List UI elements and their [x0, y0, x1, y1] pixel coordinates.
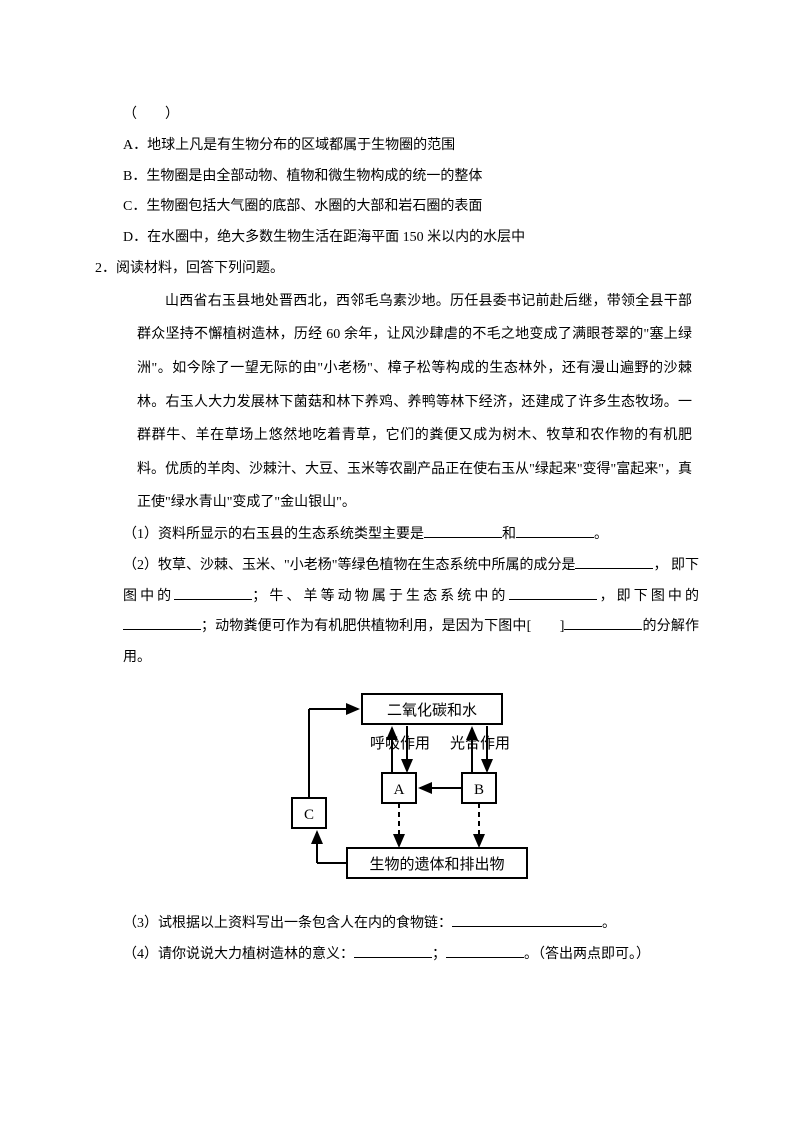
q2-sub3-b: 。	[602, 916, 616, 931]
blank[interactable]	[509, 584, 597, 599]
q1-stem: （ ）	[95, 100, 699, 131]
q2-sub1: （1）资料所显示的右玉县的生态系统类型主要是 和 。	[95, 520, 699, 551]
q2-sub3-a: （3）试根据以上资料写出一条包含人在内的食物链：	[123, 916, 452, 931]
q2-diagram: 二氧化碳和水 A B C 生物的遗体和排出物 呼吸作用 光合作用	[95, 688, 699, 901]
q2-sub1-a: （1）资料所显示的右玉县的生态系统类型主要是	[123, 527, 424, 542]
q2-sub4: （4）请你说说大力植树造林的意义： ； 。（答出两点即可。）	[95, 940, 699, 971]
q2-sub2: （2）牧草、沙棘、玉米、"小老杨"等绿色植物在生态系统中所属的成分是， 即下图中…	[95, 551, 699, 674]
blank[interactable]	[564, 615, 642, 630]
q1-option-b: B．生物圈是由全部动物、植物和微生物构成的统一的整体	[95, 162, 699, 193]
q2-passage: 山西省右玉县地处晋西北，西邻毛乌素沙地。历任县委书记前赴后继，带领全县干部群众坚…	[95, 285, 699, 520]
svg-text:B: B	[474, 782, 484, 798]
q2-sub2-f: ；动物粪便可作为有机肥供植物利用，是因为下图中[ ]	[201, 619, 564, 634]
q2-sub1-b: 和	[502, 527, 516, 542]
svg-text:光合作用: 光合作用	[450, 735, 510, 752]
q1-option-d: D．在水圈中，绝大多数生物生活在距海平面 150 米以内的水层中	[95, 223, 699, 254]
svg-text:C: C	[304, 807, 314, 823]
blank[interactable]	[575, 553, 653, 568]
q2-sub1-c: 。	[594, 527, 608, 542]
svg-text:A: A	[394, 782, 405, 798]
svg-text:呼吸作用: 呼吸作用	[370, 735, 430, 752]
q2-sub4-c: 。（答出两点即可。）	[524, 947, 650, 962]
blank[interactable]	[424, 523, 502, 538]
q2-sub2-a: （2）牧草、沙棘、玉米、"小老杨"等绿色植物在生态系统中所属的成分是	[123, 558, 575, 573]
q1-option-a: A．地球上凡是有生物分布的区域都属于生物圈的范围	[95, 131, 699, 162]
q2-sub2-e: ，即下图中的	[597, 589, 700, 604]
blank[interactable]	[174, 584, 252, 599]
blank[interactable]	[354, 942, 432, 957]
q2-sub4-a: （4）请你说说大力植树造林的意义：	[123, 947, 354, 962]
blank[interactable]	[452, 911, 602, 926]
q2-sub4-b: ；	[432, 947, 446, 962]
blank[interactable]	[123, 615, 201, 630]
q2-stem: 2．阅读材料，回答下列问题。	[95, 254, 699, 285]
q1-option-c: C．生物圈包括大气圈的底部、水圈的大部和岩石圈的表面	[95, 192, 699, 223]
q2-sub3: （3）试根据以上资料写出一条包含人在内的食物链： 。	[95, 909, 699, 940]
blank[interactable]	[516, 523, 594, 538]
q2-sub2-d: ；牛、羊等动物属于生态系统中的	[252, 589, 508, 604]
svg-text:二氧化碳和水: 二氧化碳和水	[387, 702, 477, 719]
q2-sub2-b: ，	[653, 558, 667, 573]
blank[interactable]	[446, 942, 524, 957]
svg-text:生物的遗体和排出物: 生物的遗体和排出物	[369, 856, 504, 873]
